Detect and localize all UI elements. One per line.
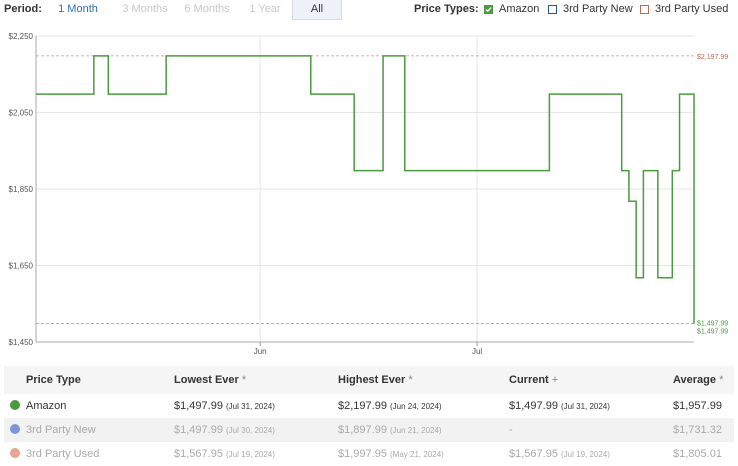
tab-1-year[interactable]: 1 Year: [249, 3, 281, 15]
y-tick-label: $2,250: [9, 32, 34, 41]
row-price-type: Amazon: [4, 394, 174, 418]
period-tabs: 1 Month 3 Months 6 Months 1 Year All: [42, 0, 342, 20]
row-highest: $1,997.95 (May 21, 2024): [338, 442, 509, 466]
y-tick-label: $1,850: [9, 185, 34, 194]
series-dot-icon: [10, 400, 20, 410]
row-lowest: $1,497.99 (Jul 30, 2024): [174, 418, 338, 442]
row-average: $1,805.01: [673, 442, 734, 466]
amazon-price-line: [36, 55, 695, 324]
end-price-label: $1,497.99: [697, 329, 728, 336]
row-average: $1,957.99: [673, 394, 734, 418]
price-type-amazon[interactable]: Amazon: [484, 3, 539, 15]
table-header-row: Price Type Lowest Ever * Highest Ever * …: [4, 366, 734, 394]
row-current: $1,497.99 (Jul 31, 2024): [509, 394, 673, 418]
row-current: $1,567.95 (Jul 19, 2024): [509, 442, 673, 466]
y-tick-label: $1,450: [9, 338, 34, 347]
y-tick-label: $2,050: [9, 109, 34, 118]
3rd-party-new-checkbox[interactable]: [548, 4, 557, 14]
3rd-party-used-label: 3rd Party Used: [655, 3, 729, 15]
price-types-label: Price Types:: [414, 3, 479, 15]
series-dot-icon: [10, 448, 20, 458]
row-highest: $2,197.99 (Jun 24, 2024): [338, 394, 509, 418]
amazon-label: Amazon: [499, 3, 540, 15]
col-price-type: Price Type: [26, 374, 81, 386]
3rd-party-new-label: 3rd Party New: [563, 3, 633, 15]
price-history-chart: $2,250 $2,050 $1,850 $1,650 $1,450 Jun Jul $2,1…: [0, 26, 738, 364]
3rd-party-used-checkbox[interactable]: [640, 4, 649, 14]
x-tick-label: Jun: [254, 347, 267, 356]
col-current[interactable]: Current +: [509, 374, 559, 386]
table-row: 3rd Party New $1,497.99 (Jul 30, 2024) $1,…: [4, 418, 734, 442]
col-highest-ever[interactable]: Highest Ever *: [338, 374, 413, 386]
table-row: 3rd Party Used $1,567.95 (Jul 19, 2024) $1…: [4, 442, 734, 466]
row-price-type: 3rd Party Used: [4, 442, 174, 466]
row-lowest: $1,497.99 (Jul 31, 2024): [174, 394, 338, 418]
table-row: Amazon $1,497.99 (Jul 31, 2024) $2,197.99 …: [4, 394, 734, 418]
tab-all[interactable]: All: [292, 0, 342, 20]
end-price-label: $1,497.99: [697, 321, 728, 328]
reference-line-label: $2,197.99: [697, 54, 728, 61]
series-dot-icon: [10, 424, 20, 434]
x-tick-label: Jul: [472, 347, 482, 356]
chart-svg: $2,250 $2,050 $1,850 $1,650 $1,450 Jun Jul $2,1…: [9, 32, 729, 356]
price-summary-table: Price Type Lowest Ever * Highest Ever * …: [4, 366, 734, 466]
row-average: $1,731.32: [673, 418, 734, 442]
row-highest: $1,897.99 (Jun 21, 2024): [338, 418, 509, 442]
period-label: Period:: [4, 3, 42, 15]
tab-6-months[interactable]: 6 Months: [184, 3, 230, 15]
col-lowest-ever[interactable]: Lowest Ever *: [174, 374, 247, 386]
y-tick-label: $1,650: [9, 262, 34, 271]
tab-3-months[interactable]: 3 Months: [122, 3, 168, 15]
row-lowest: $1,567.95 (Jul 19, 2024): [174, 442, 338, 466]
col-average[interactable]: Average *: [673, 374, 724, 386]
amazon-checkbox[interactable]: [484, 4, 493, 14]
row-price-type: 3rd Party New: [4, 418, 174, 442]
top-bar: Period: 1 Month 3 Months 6 Months 1 Year…: [0, 0, 738, 20]
tab-1-month[interactable]: 1 Month: [58, 3, 98, 15]
price-type-3rd-party-used[interactable]: 3rd Party Used: [640, 3, 728, 15]
row-current: -: [509, 418, 673, 442]
price-type-3rd-party-new[interactable]: 3rd Party New: [548, 3, 633, 15]
